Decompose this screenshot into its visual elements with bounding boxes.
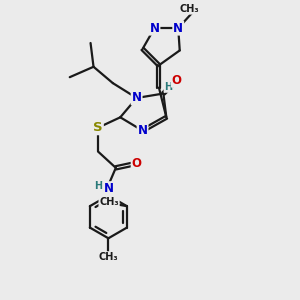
Text: CH₃: CH₃ [99,197,119,207]
Text: N: N [103,182,113,195]
Text: N: N [138,124,148,137]
Text: H: H [164,82,172,92]
Text: O: O [172,74,182,87]
Text: CH₃: CH₃ [180,4,199,14]
Text: O: O [132,157,142,170]
Text: CH₃: CH₃ [99,252,118,262]
Text: N: N [132,92,142,104]
Text: N: N [149,22,160,34]
Text: N: N [173,22,183,34]
Text: S: S [93,121,103,134]
Text: H: H [94,181,103,191]
